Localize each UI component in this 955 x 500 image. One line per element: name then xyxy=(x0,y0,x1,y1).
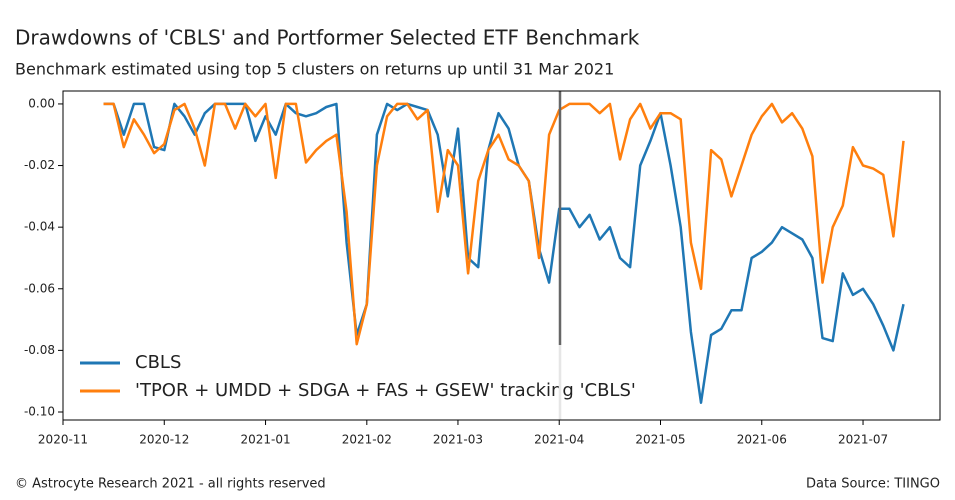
x-tick-label: 2021-04 xyxy=(534,433,584,447)
y-tick-label: -0.04 xyxy=(24,220,55,234)
footer-left: © Astrocyte Research 2021 - all rights r… xyxy=(15,477,326,492)
footer-right: Data Source: TIINGO xyxy=(806,477,940,492)
y-tick-label: 0.00 xyxy=(28,96,55,110)
x-tick-label: 2021-06 xyxy=(737,433,787,447)
legend-label: 'TPOR + UMDD + SDGA + FAS + GSEW' tracki… xyxy=(135,380,636,401)
y-tick-label: -0.10 xyxy=(24,404,55,418)
chart-title: Drawdowns of 'CBLS' and Portformer Selec… xyxy=(15,26,640,50)
legend-label: CBLS xyxy=(135,352,181,373)
y-tick-label: -0.06 xyxy=(24,281,55,295)
x-tick-label: 2020-11 xyxy=(38,433,88,447)
x-tick-label: 2021-05 xyxy=(635,433,685,447)
x-tick-label: 2021-01 xyxy=(240,433,290,447)
plot-area: 0.00 -0.02 -0.04 -0.06 -0.08 -0.10 2020-11 2020… xyxy=(24,96,905,447)
plot-frame xyxy=(62,90,941,421)
y-tick-label: -0.02 xyxy=(24,158,55,172)
chart-subtitle: Benchmark estimated using top 5 clusters… xyxy=(15,60,614,79)
x-tick-label: 2021-02 xyxy=(342,433,392,447)
x-tick-label: 2021-03 xyxy=(433,433,483,447)
series-line xyxy=(103,102,905,346)
y-tick-label: -0.08 xyxy=(24,343,55,357)
x-tick-label: 2021-07 xyxy=(838,433,888,447)
series-line xyxy=(103,102,905,404)
x-tick-label: 2020-12 xyxy=(139,433,189,447)
